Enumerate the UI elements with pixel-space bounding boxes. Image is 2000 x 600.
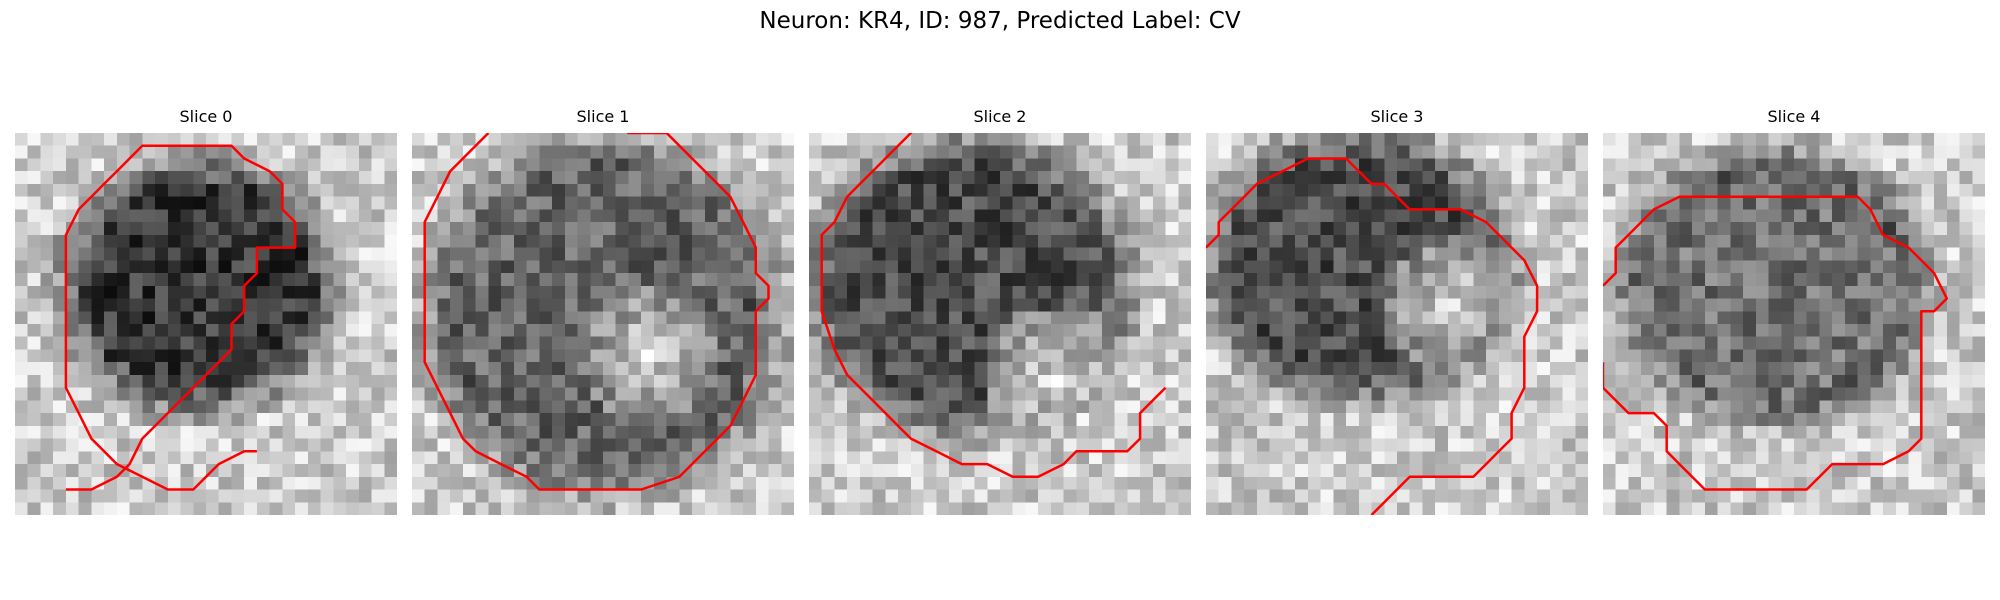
- contour-line: [820, 133, 1167, 479]
- slice-title: Slice 2: [973, 107, 1027, 126]
- slice-title: Slice 3: [1370, 107, 1424, 126]
- contour-overlay: [423, 133, 770, 491]
- contour-overlay: [1206, 157, 1539, 515]
- slice-title: Slice 1: [576, 107, 630, 126]
- contour-overlay: [820, 133, 1167, 479]
- slice-title: Slice 0: [179, 107, 233, 126]
- contour-line: [1206, 157, 1539, 515]
- contour-overlay: [64, 144, 297, 491]
- slice-title: Slice 4: [1767, 107, 1821, 126]
- contour-overlay: [1603, 195, 1949, 491]
- figure-title: Neuron: KR4, ID: 987, Predicted Label: C…: [759, 8, 1241, 34]
- contour-line: [64, 144, 297, 491]
- contour-line: [1603, 195, 1949, 491]
- contour-line: [423, 133, 770, 491]
- slice-image: [15, 133, 397, 515]
